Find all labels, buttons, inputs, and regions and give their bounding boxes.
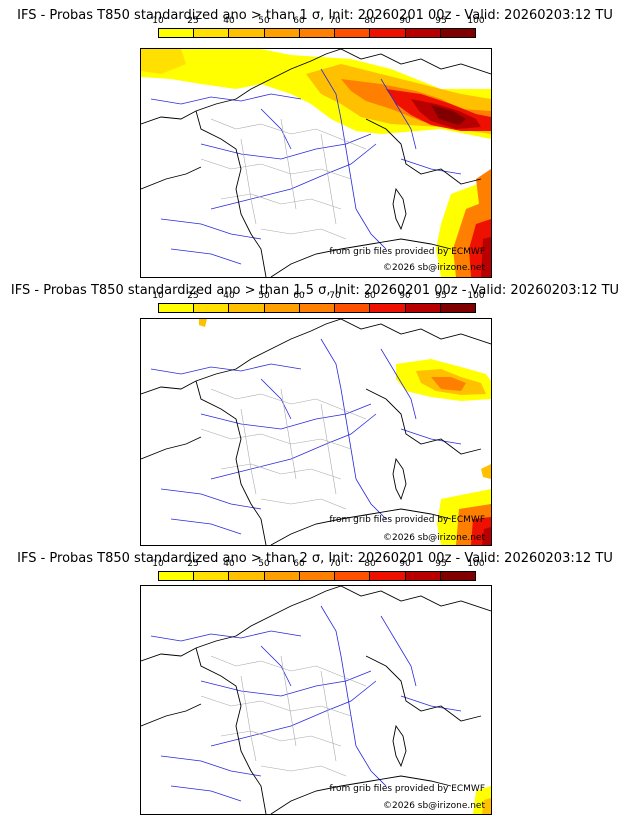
scale-swatch [370,304,406,312]
map-panel-1: IFS - Probas T850 standardized ano > tha… [0,0,630,282]
copyright-credit: ©2026 sb@irizone.net [383,263,485,273]
scale-label: 70 [329,291,341,301]
scale-label: 10 [152,16,164,26]
scale-swatch [264,29,300,37]
copyright-credit: ©2026 sb@irizone.net [383,533,485,543]
scale-swatch [229,572,265,580]
probability-map: from grib files provided by ECMWF ©2026 … [140,48,492,278]
color-scale-labels: 10 25 40 50 60 70 80 90 95 100 [152,16,484,28]
borders [200,118,367,240]
source-credit: from grib files provided by ECMWF [329,247,485,257]
panel-title: IFS - Probas T850 standardized ano > tha… [17,8,613,23]
scale-swatch [299,304,336,312]
scale-swatch [229,304,265,312]
scale-swatch [299,29,336,37]
scale-label: 25 [187,291,199,301]
scale-label: 95 [435,16,447,26]
scale-label: 95 [435,291,447,301]
scale-swatch [405,29,441,37]
scale-label: 60 [293,16,305,26]
scale-swatch [335,304,371,312]
scale-label: 90 [399,559,411,569]
copyright-credit: ©2026 sb@irizone.net [383,801,485,811]
map-panel-2: IFS - Probas T850 standardized ano > tha… [0,275,630,550]
scale-label: 100 [467,291,485,301]
france-map-svg [141,586,491,814]
scale-label: 50 [258,559,270,569]
scale-label: 100 [467,16,485,26]
scale-swatch [440,572,475,580]
scale-swatch [335,572,371,580]
source-credit: from grib files provided by ECMWF [329,784,485,794]
borders [200,388,367,510]
probability-map: from grib files provided by ECMWF ©2026 … [140,318,492,546]
panel-title: IFS - Probas T850 standardized ano > tha… [17,551,613,566]
scale-swatch [159,572,195,580]
scale-swatch [194,29,230,37]
map-panel-3: IFS - Probas T850 standardized ano > tha… [0,543,630,828]
color-scale-bar [158,28,476,38]
color-scale-bar [158,571,476,581]
scale-label: 60 [293,559,305,569]
scale-label: 60 [293,291,305,301]
scale-swatch [229,29,265,37]
scale-swatch [264,304,300,312]
scale-label: 10 [152,291,164,301]
scale-swatch [370,572,406,580]
probability-field [473,786,491,814]
scale-label: 80 [364,291,376,301]
scale-label: 25 [187,16,199,26]
scale-label: 10 [152,559,164,569]
scale-swatch [405,304,441,312]
scale-label: 40 [223,559,235,569]
scale-swatch [299,572,336,580]
scale-label: 95 [435,559,447,569]
probability-field [199,319,491,545]
source-credit: from grib files provided by ECMWF [329,515,485,525]
scale-label: 70 [329,16,341,26]
color-scale-labels: 10 25 40 50 60 70 80 90 95 100 [152,559,484,571]
france-map-svg [141,49,491,277]
rivers [150,338,462,535]
france-map-svg [141,319,491,545]
scale-swatch [440,304,475,312]
scale-swatch [194,304,230,312]
color-scale-bar [158,303,476,313]
probability-field [141,49,491,277]
scale-label: 40 [223,291,235,301]
scale-label: 80 [364,559,376,569]
scale-label: 25 [187,559,199,569]
coastlines [141,586,491,814]
scale-label: 50 [258,291,270,301]
scale-swatch [405,572,441,580]
scale-label: 90 [399,291,411,301]
scale-label: 50 [258,16,270,26]
scale-swatch [159,304,195,312]
scale-swatch [370,29,406,37]
coastlines [141,319,491,545]
panel-title: IFS - Probas T850 standardized ano > tha… [10,283,620,298]
scale-label: 70 [329,559,341,569]
scale-label: 90 [399,16,411,26]
scale-label: 80 [364,16,376,26]
scale-swatch [440,29,475,37]
scale-label: 100 [467,559,485,569]
color-scale-labels: 10 25 40 50 60 70 80 90 95 100 [152,291,484,303]
scale-swatch [335,29,371,37]
rivers [150,68,462,265]
scale-swatch [159,29,195,37]
probability-map: from grib files provided by ECMWF ©2026 … [140,585,492,815]
borders [200,655,367,777]
scale-label: 40 [223,16,235,26]
scale-swatch [264,572,300,580]
coastlines [141,49,491,277]
rivers [150,605,462,802]
scale-swatch [194,572,230,580]
